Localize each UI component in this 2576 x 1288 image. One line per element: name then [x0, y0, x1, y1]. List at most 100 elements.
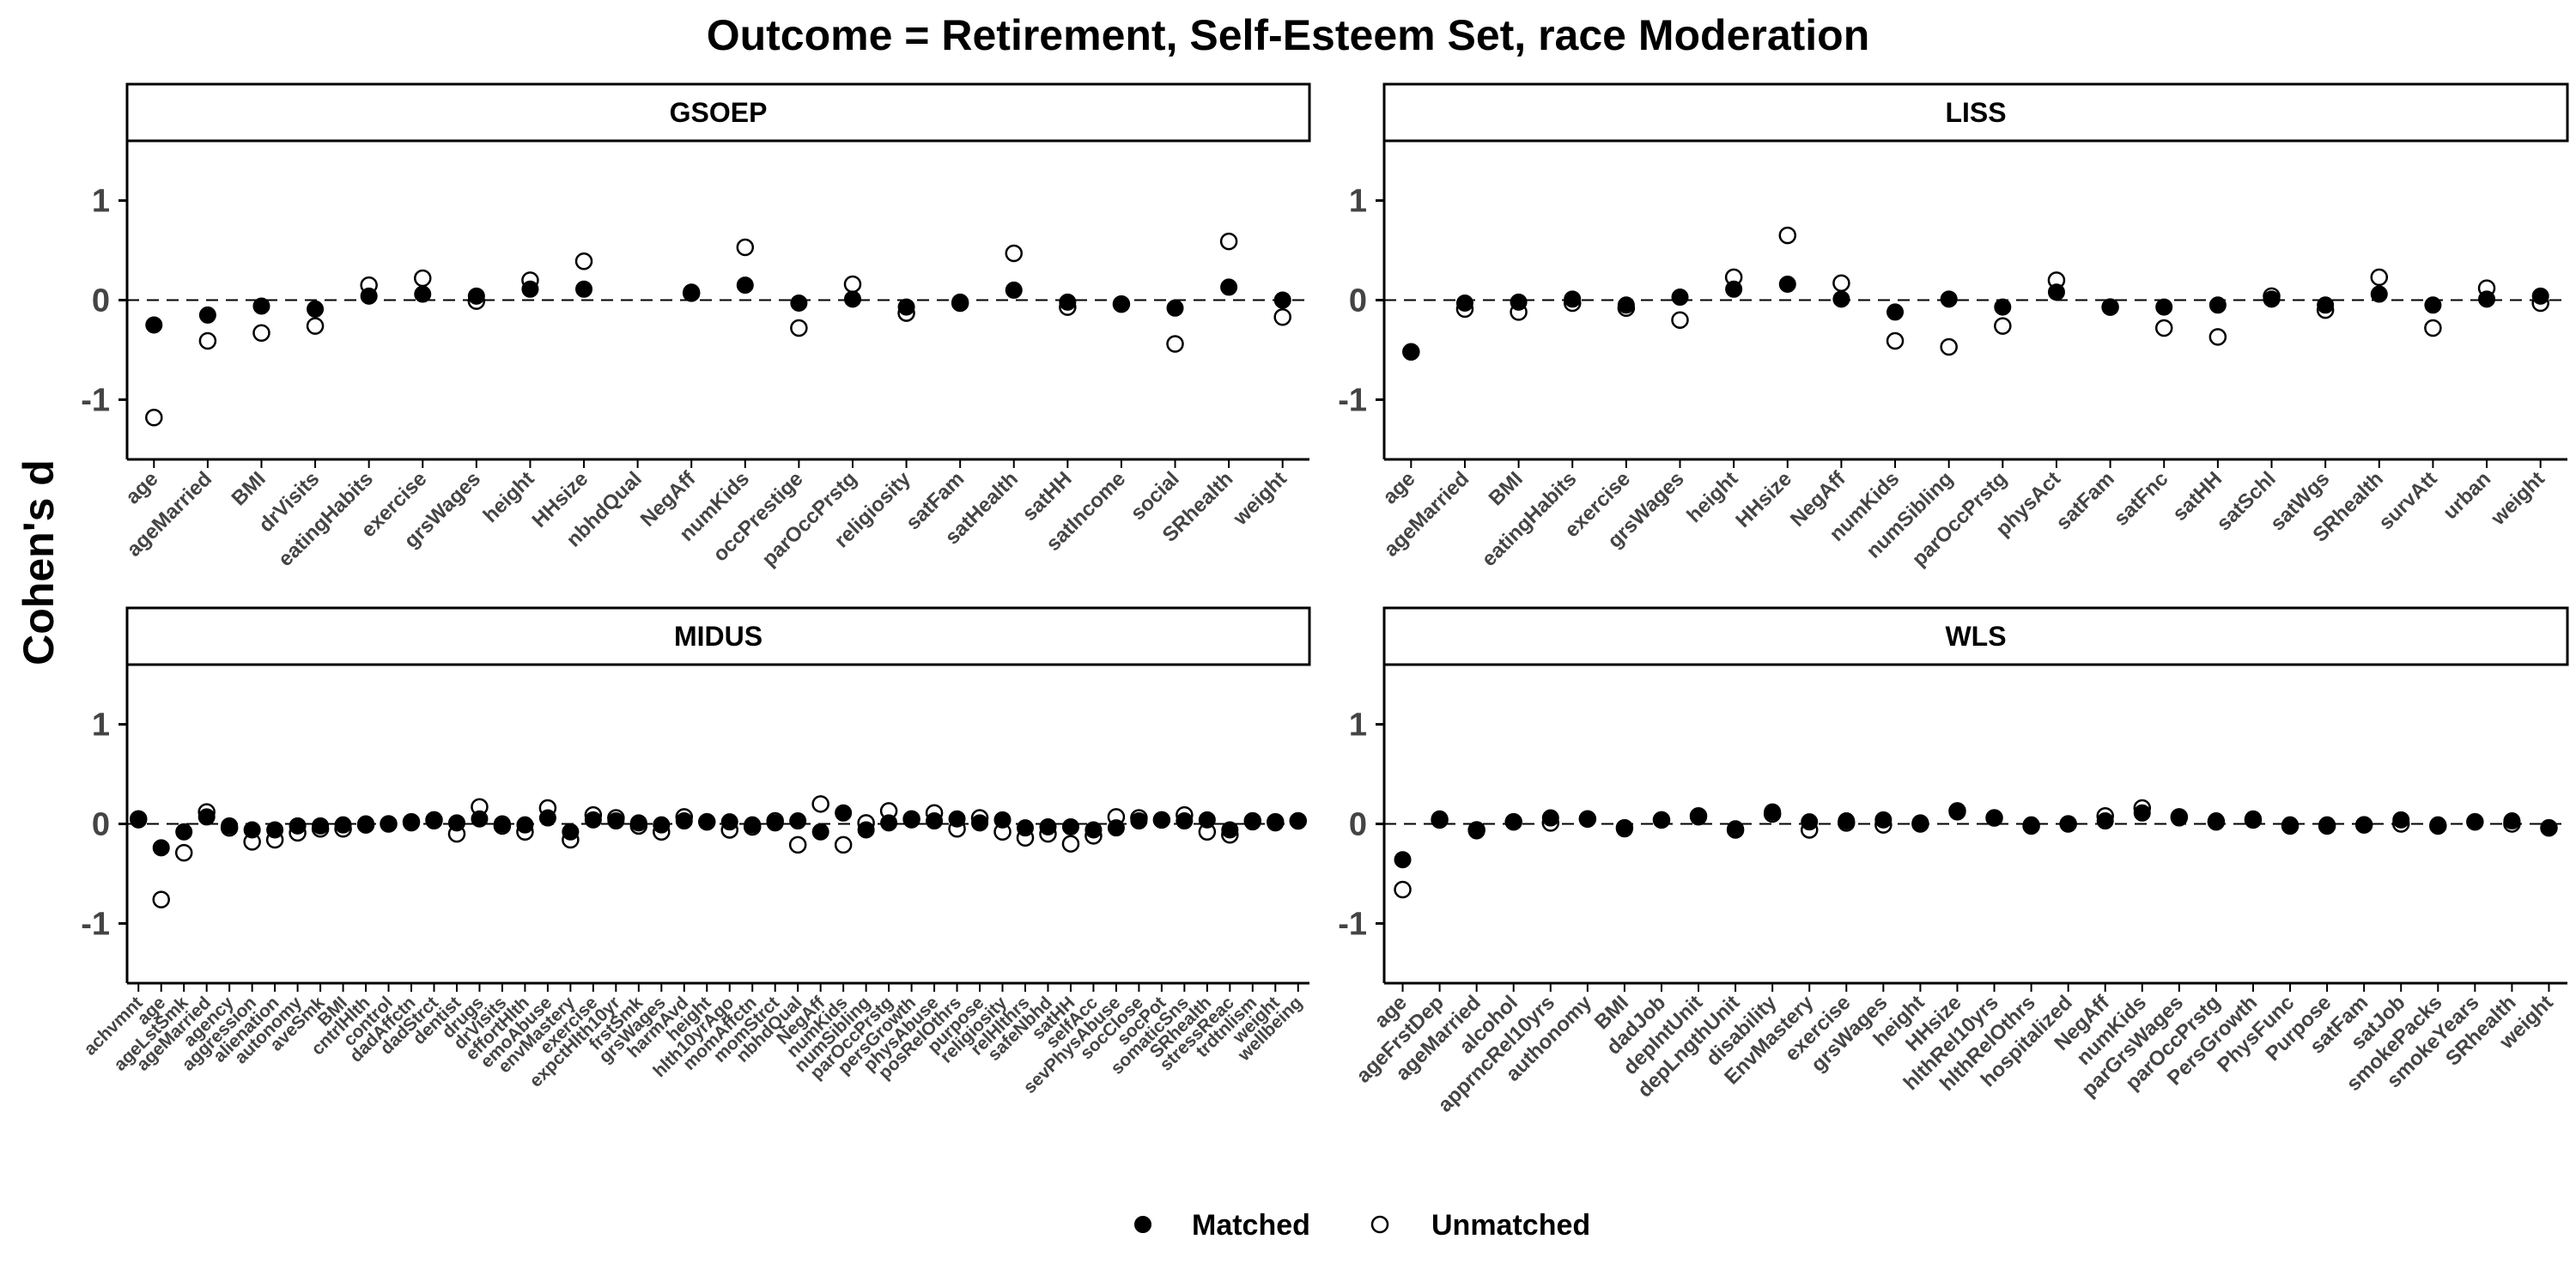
- point-matched-hospitalized: [2059, 815, 2077, 833]
- point-matched-paroccprstg: [843, 290, 861, 308]
- point-matched-nbhdqual: [789, 812, 807, 830]
- chart-legend: Matched Unmatched: [1134, 1209, 1590, 1242]
- point-matched-social: [1166, 299, 1184, 317]
- point-matched-numkids: [736, 276, 754, 295]
- x-tick-label: BMI: [1485, 467, 1528, 510]
- point-unmatched-weight: [1273, 307, 1291, 326]
- x-tick-label: satFam: [2051, 467, 2119, 535]
- panel-strip-label: MIDUS: [674, 621, 762, 652]
- point-matched-bmi: [252, 297, 270, 315]
- point-matched-physact: [2047, 283, 2065, 301]
- point-matched-agemarried: [1455, 294, 1473, 312]
- point-unmatched-survatt: [2424, 319, 2442, 337]
- chart-title: Outcome = Retirement, Self-Esteem Set, r…: [707, 11, 1870, 59]
- point-matched-grswages: [1874, 811, 1893, 829]
- x-tick-label: weight: [2486, 467, 2549, 531]
- point-matched-height: [1911, 814, 1929, 832]
- y-axis-title: Cohen's d: [15, 459, 63, 665]
- x-tick-label: age: [121, 467, 162, 508]
- point-matched-hlth10yrago: [720, 813, 738, 831]
- point-matched-harmavd: [675, 812, 693, 830]
- x-tick-label: satSchl: [2212, 467, 2280, 535]
- point-matched-weight: [1267, 814, 1285, 832]
- point-unmatched-hhsize: [1778, 226, 1797, 245]
- point-matched-grswages: [467, 287, 485, 305]
- point-matched-sathh: [1061, 817, 1079, 835]
- point-matched-bmi: [334, 816, 352, 834]
- point-matched-paroccprstg: [1994, 298, 2012, 316]
- point-matched-disability: [1764, 803, 1782, 821]
- point-matched-apprncrel10yrs: [1541, 809, 1559, 827]
- point-matched-somaticsns: [1176, 812, 1194, 830]
- point-matched-physfunc: [2281, 816, 2300, 834]
- point-matched-weight: [1273, 291, 1291, 309]
- x-tick-label: age: [1378, 467, 1419, 508]
- y-tick-label: -1: [81, 382, 110, 418]
- point-matched-height: [1725, 280, 1743, 298]
- point-matched-wellbeing: [1289, 812, 1307, 830]
- point-unmatched-satfnc: [2154, 319, 2173, 337]
- point-matched-numsibling: [857, 821, 875, 839]
- point-matched-agefrstdep: [1431, 810, 1449, 828]
- panel-strip-box: [1382, 606, 2569, 666]
- point-unmatched-sathealth: [1005, 244, 1023, 263]
- point-matched-safenbhd: [1039, 817, 1057, 835]
- point-unmatched-negaff: [1832, 274, 1850, 293]
- point-unmatched-age: [145, 409, 163, 427]
- point-unmatched-numkids: [1886, 331, 1905, 350]
- y-tick-label: 0: [92, 807, 110, 843]
- point-matched-persgrowth: [2244, 810, 2262, 828]
- point-matched-achvmnt: [130, 811, 148, 829]
- point-matched-dadaffctn: [403, 814, 421, 832]
- point-matched-exercise: [1617, 296, 1635, 314]
- point-matched-smokepacks: [2429, 816, 2447, 834]
- point-matched-numkids: [2133, 804, 2151, 822]
- point-matched-smokeyears: [2466, 813, 2484, 831]
- point-matched-bmi: [1510, 293, 1528, 311]
- x-tick-label: survAtt: [2374, 467, 2442, 535]
- point-matched-pargrswages: [2170, 809, 2188, 827]
- y-tick-label: 1: [1349, 708, 1367, 744]
- point-matched-physabuse: [926, 812, 944, 830]
- point-matched-dadstrct: [425, 812, 443, 830]
- point-matched-satfam: [2355, 816, 2373, 834]
- point-matched-paroccprstg: [880, 814, 898, 832]
- point-matched-agemarried: [198, 306, 216, 324]
- point-matched-persgrowth: [902, 811, 920, 829]
- point-matched-agemarried: [1467, 822, 1485, 840]
- point-unmatched-age: [1394, 880, 1412, 899]
- y-tick-label: 1: [92, 708, 110, 744]
- point-matched-exercise: [1838, 812, 1856, 830]
- point-matched-sathh: [2208, 296, 2227, 314]
- point-matched-aggression: [243, 821, 261, 839]
- point-unmatched-sathh: [1061, 835, 1080, 853]
- point-matched-dentist: [447, 814, 465, 832]
- point-matched-weight: [2531, 287, 2549, 305]
- point-matched-agemarried: [197, 808, 216, 826]
- point-matched-cntrlhlth: [357, 815, 375, 833]
- y-tick-label: -1: [1338, 906, 1367, 942]
- panel-wls: WLS-101ageageFrstDepageMarriedalcoholapp…: [1338, 606, 2569, 1117]
- point-unmatched-social: [1166, 335, 1184, 353]
- point-unmatched-occprestige: [790, 319, 808, 337]
- point-matched-purpose: [2318, 816, 2336, 834]
- point-matched-drugs: [471, 810, 489, 828]
- panel-strip-label: LISS: [1945, 97, 2006, 128]
- point-matched-envmastery: [1801, 813, 1819, 831]
- x-tick-label: BMI: [228, 467, 270, 510]
- y-tick-label: -1: [81, 906, 110, 942]
- point-matched-exercise: [414, 285, 432, 303]
- point-matched-hhsize: [1778, 275, 1796, 293]
- point-unmatched-grswages: [1671, 311, 1689, 329]
- point-unmatched-exercise: [414, 269, 432, 288]
- point-matched-satfam: [2101, 298, 2119, 316]
- point-matched-emoabuse: [538, 809, 556, 827]
- panel-midus: MIDUS-101achvmntageageLstSmkageMarriedag…: [80, 606, 1311, 1097]
- point-matched-socclose: [1130, 812, 1148, 830]
- point-matched-age: [145, 316, 163, 334]
- point-unmatched-age: [152, 890, 170, 908]
- point-matched-envmastery: [562, 823, 580, 841]
- point-matched-age: [1394, 851, 1412, 869]
